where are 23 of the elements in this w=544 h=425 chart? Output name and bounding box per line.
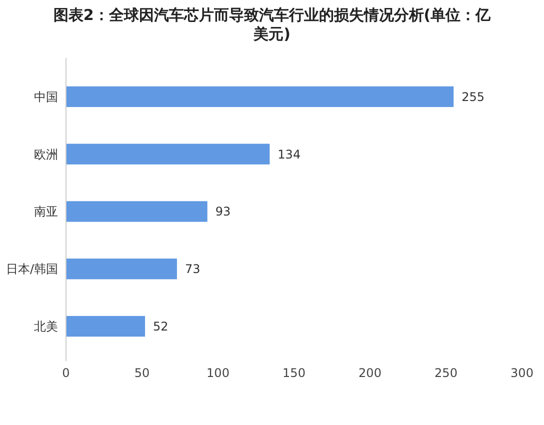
bar bbox=[66, 144, 270, 164]
x-tick-label: 150 bbox=[282, 366, 306, 380]
y-tick-label: 南亚 bbox=[34, 204, 58, 219]
data-label: 93 bbox=[215, 204, 231, 219]
data-label: 255 bbox=[462, 90, 485, 104]
bar bbox=[66, 201, 208, 222]
data-label: 73 bbox=[184, 262, 200, 276]
bar bbox=[66, 258, 177, 280]
x-tick-label: 200 bbox=[358, 366, 382, 380]
chart-title: 图表2：全球因汽车芯片而导致汽车行业的损失情况分析(单位：亿美元) bbox=[53, 6, 492, 43]
y-tick-label: 中国 bbox=[34, 90, 58, 104]
x-tick-label: 300 bbox=[510, 366, 534, 380]
x-tick-label: 0 bbox=[62, 366, 70, 380]
y-tick-label: 欧洲 bbox=[34, 147, 58, 162]
bar bbox=[66, 86, 454, 108]
x-tick-label: 50 bbox=[134, 366, 150, 380]
y-tick-label: 北美 bbox=[34, 320, 58, 334]
x-tick-label: 100 bbox=[206, 366, 230, 380]
data-label: 134 bbox=[278, 147, 301, 162]
x-tick-label: 250 bbox=[434, 366, 458, 380]
y-tick-label: 日本/韩国 bbox=[6, 262, 58, 276]
bar bbox=[66, 316, 146, 337]
data-label: 52 bbox=[153, 320, 168, 334]
